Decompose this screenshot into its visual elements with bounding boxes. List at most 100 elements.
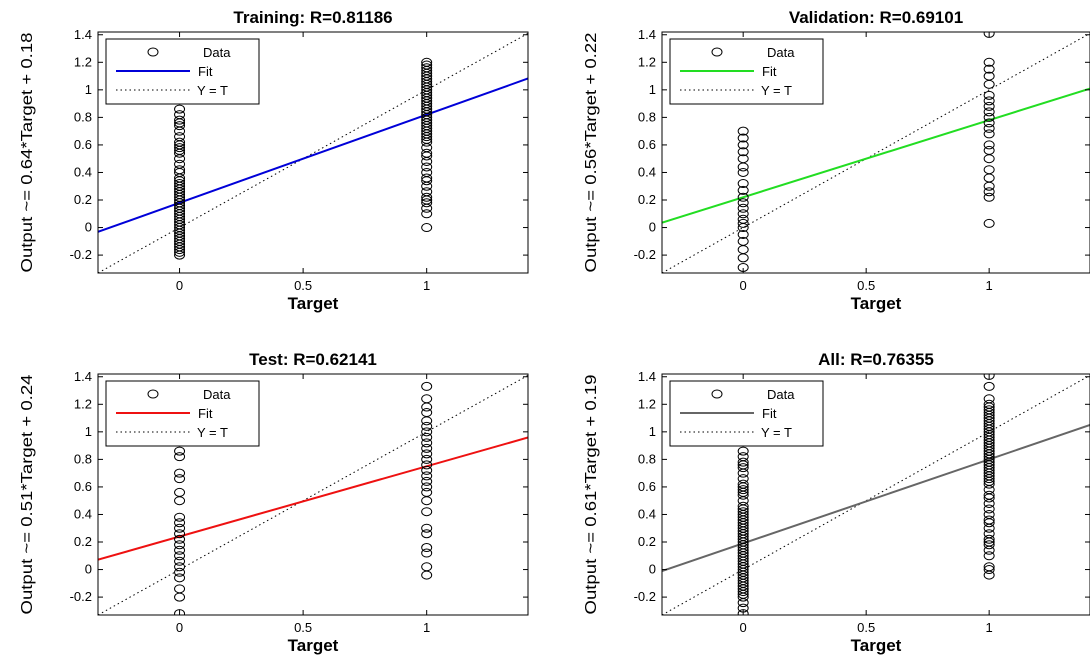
data-point (737, 198, 749, 208)
data-point (983, 540, 995, 550)
data-point (737, 178, 749, 188)
y-tick-label: -0.2 (634, 247, 656, 262)
y-axis-label: Output ~= 0.64*Target + 0.18 (19, 32, 36, 272)
x-axis-label: Target (851, 636, 902, 655)
data-point (983, 129, 995, 139)
data-point (737, 229, 749, 239)
data-point (421, 198, 433, 208)
data-point (737, 154, 749, 164)
x-tick-label: 1 (423, 278, 430, 293)
data-point (737, 507, 749, 517)
x-tick-label: 0.5 (294, 620, 312, 635)
y-tick-label: 1.2 (74, 54, 92, 69)
data-point (983, 145, 995, 155)
data-point (421, 449, 433, 459)
y-tick-label: -0.2 (634, 589, 656, 604)
data-point (421, 167, 433, 177)
axes-box (661, 31, 1090, 274)
data-point (174, 584, 186, 594)
data-point (174, 121, 186, 131)
x-tick-label: 0.5 (857, 620, 875, 635)
y-tick-label: 1 (85, 424, 92, 439)
data-point (421, 421, 433, 431)
data-point (421, 548, 433, 558)
y-tick-label: 0.6 (74, 479, 92, 494)
x-tick-label: 0 (176, 278, 183, 293)
legend-label: Data (767, 45, 795, 60)
data-point (421, 223, 433, 233)
y-axis-label: Output ~= 0.61*Target + 0.19 (583, 374, 600, 614)
y-tick-label: 0 (649, 562, 656, 577)
data-point (983, 405, 995, 415)
data-point (737, 485, 749, 495)
axes-box (97, 373, 529, 616)
y-tick-label: 0.8 (638, 109, 656, 124)
data-point (174, 523, 186, 533)
x-axis-label: Target (288, 636, 339, 655)
x-tick-label: 0.5 (294, 278, 312, 293)
axes-box (661, 373, 1090, 616)
data-point (737, 214, 749, 224)
data-point (737, 203, 749, 213)
data-point (421, 60, 433, 70)
y-tick-label: 0.2 (74, 192, 92, 207)
y-tick-label: 0.8 (638, 451, 656, 466)
data-point (421, 427, 433, 437)
data-point (174, 137, 186, 147)
data-point (983, 57, 995, 67)
chart-title: Training: R=0.81186 (233, 8, 392, 27)
data-point (421, 187, 433, 197)
y-tick-label: 0.4 (74, 164, 92, 179)
data-point (174, 165, 186, 175)
legend-marker-data (147, 47, 159, 57)
y-tick-label: 0.6 (74, 137, 92, 152)
y-tick-label: 1.4 (74, 369, 92, 384)
data-point (421, 192, 433, 202)
data-point (174, 446, 186, 456)
data-point (983, 64, 995, 74)
legend-label: Data (203, 45, 231, 60)
y-tick-label: 1.4 (638, 27, 656, 42)
data-point (737, 474, 749, 484)
legend-label: Y = T (761, 425, 792, 440)
plot-content (662, 374, 1090, 615)
data-point (421, 209, 433, 219)
data-point (983, 71, 995, 81)
x-axis-label: Target (288, 294, 339, 313)
y-tick-label: -0.2 (70, 589, 92, 604)
chart-title: Validation: R=0.69101 (789, 8, 963, 27)
data-point (174, 487, 186, 497)
data-point (174, 551, 186, 561)
data-point (983, 187, 995, 197)
legend-label: Y = T (197, 83, 228, 98)
identity-line (662, 374, 1090, 615)
legend-label: Fit (198, 406, 213, 421)
y-tick-label: 0.2 (638, 534, 656, 549)
data-point (737, 479, 749, 489)
data-point (174, 609, 186, 615)
regression-panel: -0.2 0 0.2 0.4 0.6 0.8 1 1.2 1.4 0 0.5 1 Validation:… (583, 8, 1090, 313)
data-point (737, 185, 749, 195)
data-point (174, 468, 186, 478)
regression-panel: -0.2 0 0.2 0.4 0.6 0.8 1 1.2 1.4 0 0.5 1 Test: R=0.6… (19, 350, 529, 655)
legend: Data Fit Y = T (669, 380, 824, 447)
data-point (737, 609, 749, 615)
data-point (174, 562, 186, 572)
y-tick-label: 1.2 (638, 54, 656, 69)
data-point (737, 126, 749, 136)
y-tick-label: 0.4 (638, 506, 656, 521)
x-tick-label: 1 (986, 278, 993, 293)
data-point (983, 551, 995, 561)
chart-title: All: R=0.76355 (818, 350, 934, 369)
data-point (983, 123, 995, 133)
legend: Data Fit Y = T (105, 38, 260, 105)
data-point (421, 394, 433, 404)
y-tick-label: 0.2 (638, 192, 656, 207)
legend-label: Y = T (761, 83, 792, 98)
data-point (737, 446, 749, 456)
legend-label: Data (767, 387, 795, 402)
y-tick-label: 1.4 (638, 369, 656, 384)
data-point (174, 573, 186, 583)
data-point (983, 90, 995, 100)
data-point (421, 162, 433, 172)
